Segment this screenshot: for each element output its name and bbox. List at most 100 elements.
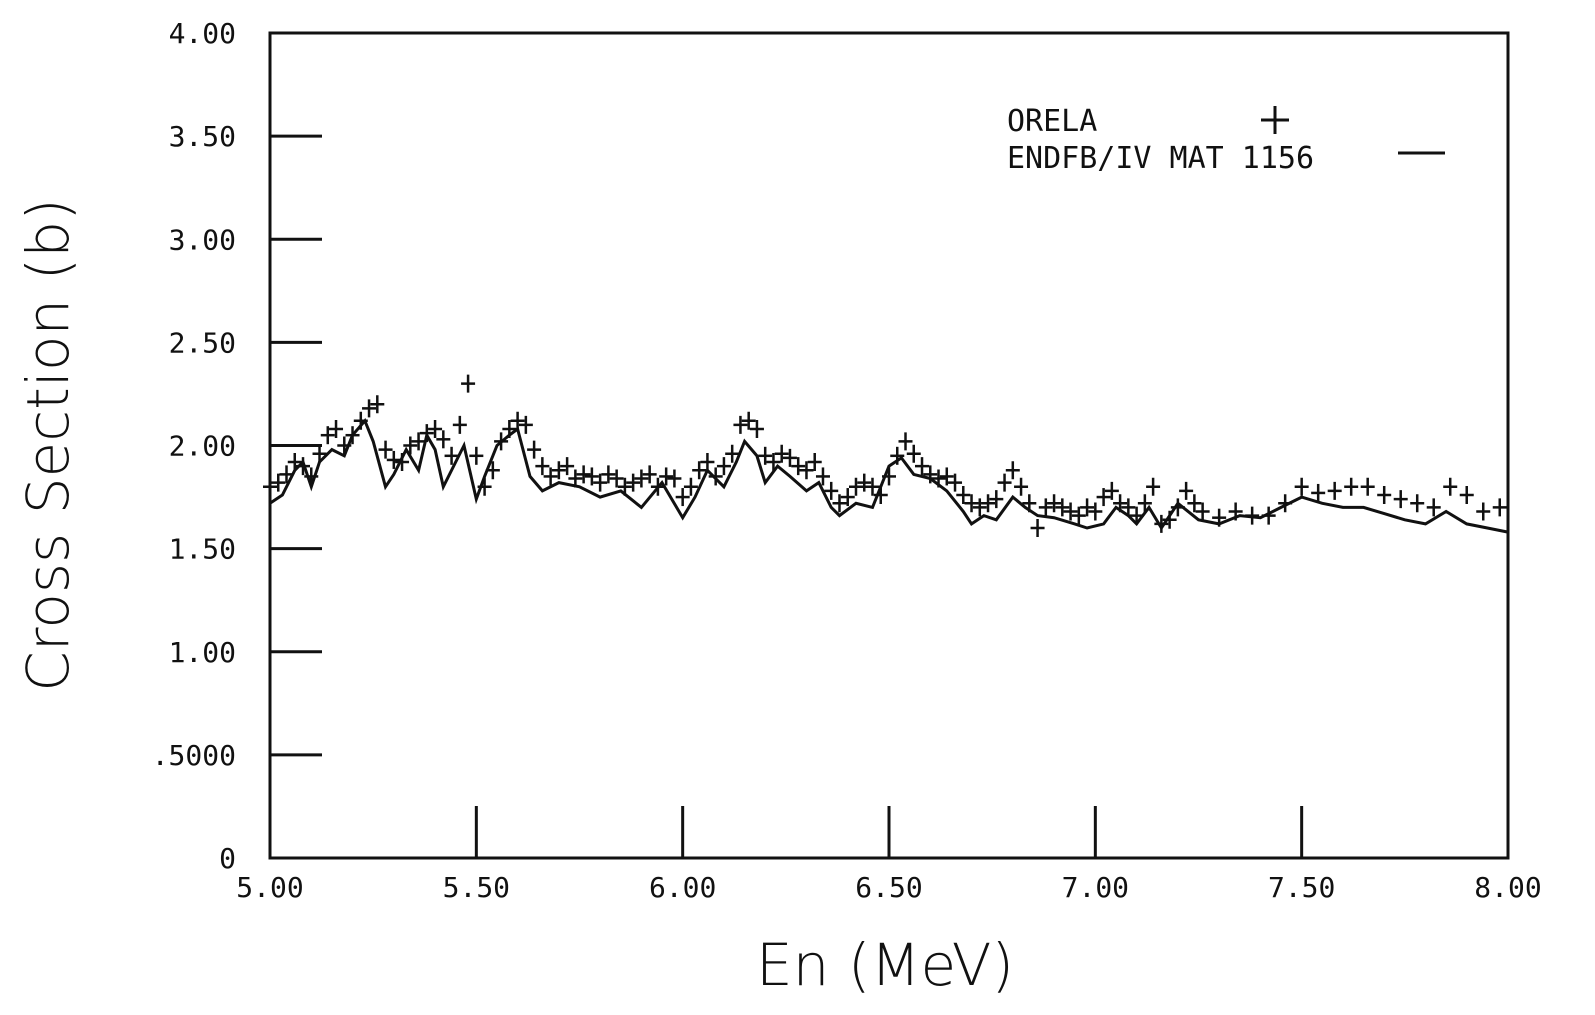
y-tick-label: 2.00 [169,430,236,463]
plot-frame [268,31,1510,860]
orela-data-point [1055,498,1070,517]
orela-data-point [634,469,649,488]
orela-data-point [378,440,393,459]
orela-data-point [708,467,723,486]
x-tick-label: 6.50 [855,871,922,904]
x-tick-label: 7.50 [1268,871,1335,904]
orela-data-point [791,457,806,476]
orela-data-point [1113,494,1128,513]
orela-data-point [1344,477,1359,496]
orela-data-point [1104,481,1119,500]
orela-data-point [452,415,467,434]
orela-data-point [485,461,500,480]
orela-data-point [667,469,682,488]
x-axis-ticks [474,806,1304,858]
orela-data-point [799,461,814,480]
y-tick-label: 2.50 [169,326,236,359]
orela-data-point [1476,502,1491,521]
y-tick-label: 4.00 [169,17,236,50]
orela-data-point [642,465,657,484]
orela-data-point [403,436,418,455]
orela-data-point [518,415,533,434]
orela-data-point [469,446,484,465]
orela-data-point [320,426,335,445]
orela-data-point [444,446,459,465]
orela-data-point [848,477,863,496]
legend-marker-plus [1261,106,1289,134]
orela-data-point [1088,502,1103,521]
orela-data-point [964,494,979,513]
orela-data-point [609,469,624,488]
orela-data-point [543,467,558,486]
orela-data-point [584,467,599,486]
orela-data-point [1187,494,1202,513]
orela-data-point [807,453,822,471]
orela-data-point [766,453,781,471]
orela-data-point [568,469,583,488]
orela-data-point [898,432,913,451]
orela-data-point [675,488,690,507]
orela-data-point [1080,498,1095,517]
orela-data-point [782,448,797,467]
orela-data-point [1047,494,1062,513]
orela-data-point [1162,510,1177,529]
x-tick-label: 6.00 [649,871,716,904]
orela-data-point [989,490,1004,509]
orela-data-point [1311,483,1326,502]
orela-data-point [890,446,905,465]
orela-data-point [956,486,971,504]
orela-data-point [1096,488,1111,507]
y-axis-title: Cross Section (b) [14,198,82,691]
orela-data-point [337,436,352,455]
orela-data-point [840,488,855,507]
orela-data-point [815,467,830,486]
orela-data-point [1121,498,1136,517]
y-tick-label: 1.00 [169,636,236,669]
orela-data-point [1261,506,1276,525]
orela-data-point [981,494,996,513]
orela-data-point [296,457,311,476]
orela-data-point [395,453,410,471]
orela-data-point [494,432,509,451]
x-tick-label: 8.00 [1474,871,1541,904]
orela-data-point [1377,486,1392,504]
orela-data-point [931,469,946,488]
legend: ORELA ENDFB/IV MAT 1156 [1007,104,1445,176]
orela-data-point [601,465,616,484]
orela-data-point [1443,477,1458,496]
orela-data-point [461,374,476,393]
legend-label-endfb: ENDFB/IV MAT 1156 [1007,141,1314,176]
orela-data-point [915,457,930,476]
orela-data-point [774,444,789,463]
orela-data-point [312,444,327,463]
orela-data-point [650,477,665,496]
orela-data-point [1228,502,1243,521]
orela-data-point [411,432,426,451]
orela-data-point [329,420,344,438]
orela-data-point [419,424,434,443]
orela-data-point [972,498,987,517]
y-axis-ticks [270,134,322,757]
orela-data-point [1063,502,1078,521]
orela-data-point [832,494,847,513]
orela-data-point [477,477,492,496]
orela-data-point [1327,481,1342,500]
x-tick-label: 5.00 [236,871,303,904]
orela-data-point [345,426,360,445]
orela-data-point [758,446,773,465]
series-line-endfb [269,417,1509,534]
orela-data-point [1278,494,1293,513]
orela-data-point [593,473,608,492]
orela-data-point [716,457,731,476]
orela-data-point [287,453,302,471]
orela-data-point [692,461,707,480]
y-tick-label: 3.50 [169,120,236,153]
legend-label-orela: ORELA [1007,104,1097,139]
orela-data-point [1154,514,1169,533]
y-tick-label: 0 [219,842,236,875]
orela-data-point [659,467,674,486]
orela-data-point [700,453,715,471]
orela-data-point [576,465,591,484]
y-tick-label: 3.00 [169,223,236,256]
orela-data-point [1195,502,1210,521]
